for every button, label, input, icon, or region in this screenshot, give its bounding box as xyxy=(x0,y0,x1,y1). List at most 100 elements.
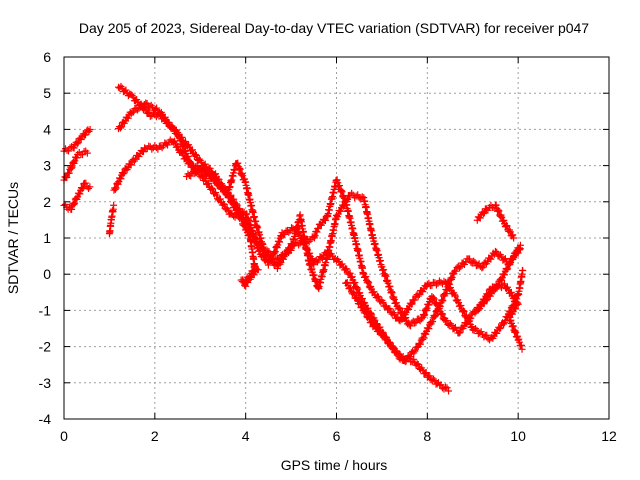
data-point xyxy=(174,142,182,150)
data-point xyxy=(443,384,451,392)
data-point xyxy=(186,159,194,167)
data-point xyxy=(478,264,486,272)
data-point xyxy=(487,255,495,263)
data-point xyxy=(333,211,340,219)
data-point xyxy=(515,246,523,254)
data-point xyxy=(452,267,460,275)
data-point xyxy=(475,305,483,313)
data-point xyxy=(425,325,433,333)
data-point xyxy=(271,249,279,257)
data-point xyxy=(239,221,247,229)
data-point xyxy=(70,200,78,208)
data-point xyxy=(507,316,515,324)
data-point xyxy=(509,322,517,330)
y-tick-label: 0 xyxy=(43,266,51,282)
data-point xyxy=(321,216,329,224)
data-point xyxy=(432,300,440,308)
data-point xyxy=(491,247,499,255)
data-point xyxy=(254,266,262,274)
data-point xyxy=(386,305,394,313)
data-point xyxy=(365,279,373,287)
y-tick-label: 5 xyxy=(43,85,51,101)
data-point xyxy=(116,124,124,132)
data-point xyxy=(405,305,413,313)
data-point xyxy=(161,113,169,121)
data-point xyxy=(208,184,216,192)
data-point xyxy=(281,230,289,238)
data-point xyxy=(226,193,234,201)
data-point xyxy=(496,212,504,220)
data-point xyxy=(68,205,76,213)
data-point xyxy=(113,179,121,187)
data-point xyxy=(451,291,459,299)
data-point xyxy=(337,207,345,215)
data-point xyxy=(386,339,394,347)
data-point xyxy=(457,301,465,309)
data-point xyxy=(396,305,404,313)
data-point xyxy=(456,264,464,272)
data-point xyxy=(305,237,313,245)
data-point xyxy=(258,251,266,259)
data-point xyxy=(340,202,348,210)
data-point xyxy=(442,383,449,391)
data-point xyxy=(410,355,418,363)
data-point xyxy=(178,133,186,141)
data-point xyxy=(510,293,518,301)
data-point xyxy=(493,329,501,337)
data-point xyxy=(463,320,471,328)
data-point xyxy=(414,361,422,369)
data-point xyxy=(206,164,214,172)
data-point xyxy=(487,286,495,294)
data-point xyxy=(220,200,228,208)
data-point xyxy=(477,300,485,308)
data-point xyxy=(496,325,504,333)
data-point xyxy=(259,252,267,260)
x-tick-label: 6 xyxy=(333,428,341,444)
data-point xyxy=(82,179,90,187)
data-point xyxy=(361,308,369,316)
y-tick-label: 6 xyxy=(43,49,51,65)
data-point xyxy=(483,331,491,339)
data-point xyxy=(73,154,81,162)
data-point xyxy=(211,176,219,184)
data-point xyxy=(421,369,429,377)
data-point xyxy=(479,210,487,218)
data-point xyxy=(153,104,161,112)
data-point xyxy=(510,234,518,242)
data-point xyxy=(480,209,488,217)
data-point xyxy=(514,332,522,340)
data-point xyxy=(446,280,454,288)
y-tick-label: -1 xyxy=(39,302,52,318)
data-point xyxy=(68,163,76,171)
data-point xyxy=(491,285,499,293)
y-tick-label: 3 xyxy=(43,158,51,174)
data-point xyxy=(398,310,406,318)
data-point xyxy=(407,322,415,330)
data-point xyxy=(273,265,281,273)
data-point xyxy=(128,91,136,99)
data-point xyxy=(516,245,524,253)
data-point xyxy=(170,138,178,146)
data-point xyxy=(337,187,345,195)
data-point xyxy=(451,292,459,300)
data-point xyxy=(484,290,492,298)
data-point xyxy=(352,192,360,200)
data-point xyxy=(120,169,128,177)
data-point xyxy=(276,255,284,263)
data-point xyxy=(111,185,119,193)
data-point xyxy=(236,164,244,172)
data-point xyxy=(432,281,440,289)
data-point xyxy=(364,277,372,285)
data-point xyxy=(371,321,379,329)
data-point xyxy=(479,263,487,271)
data-point xyxy=(243,225,251,233)
data-point xyxy=(422,305,430,313)
data-point xyxy=(507,309,515,317)
data-point xyxy=(501,271,509,279)
y-tick-label: 1 xyxy=(43,230,51,246)
data-point xyxy=(439,296,447,304)
data-point xyxy=(393,348,401,356)
data-point xyxy=(515,335,523,343)
data-point xyxy=(201,160,209,168)
